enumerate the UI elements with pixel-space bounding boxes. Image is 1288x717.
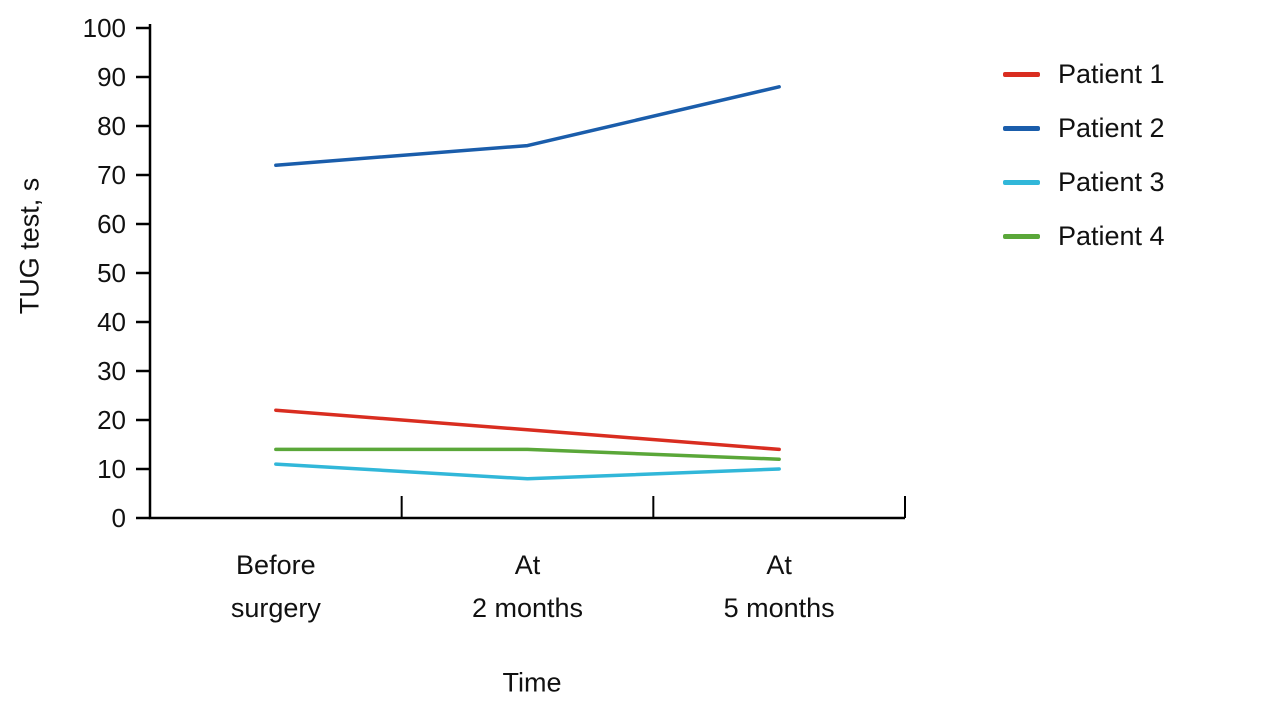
legend: Patient 1 Patient 2 Patient 3 Patient 4 bbox=[1003, 58, 1165, 252]
legend-item-patient-2: Patient 2 bbox=[1003, 112, 1165, 144]
y-axis-label: TUG test, s bbox=[14, 177, 45, 315]
x-category-label: At 5 months bbox=[724, 550, 835, 623]
y-tick-label: 10 bbox=[97, 454, 126, 484]
legend-swatch-patient-4 bbox=[1003, 233, 1040, 239]
legend-item-patient-3: Patient 3 bbox=[1003, 166, 1165, 198]
legend-label-patient-3: Patient 3 bbox=[1058, 166, 1165, 197]
legend-item-patient-4: Patient 4 bbox=[1003, 220, 1165, 252]
y-tick-label: 80 bbox=[97, 111, 126, 141]
series-line-patient-1 bbox=[274, 408, 781, 452]
axis-lines bbox=[148, 24, 905, 520]
legend-label-patient-2: Patient 2 bbox=[1058, 112, 1165, 143]
legend-item-patient-1: Patient 1 bbox=[1003, 58, 1165, 90]
y-tick-label: 60 bbox=[97, 209, 126, 239]
legend-label-patient-1: Patient 1 bbox=[1058, 58, 1165, 89]
series-line-patient-3 bbox=[274, 462, 781, 481]
x-category-label: At 2 months bbox=[472, 550, 583, 623]
y-tick-label: 40 bbox=[97, 307, 126, 337]
legend-swatch-patient-2 bbox=[1003, 125, 1040, 131]
series-line-patient-2 bbox=[274, 85, 781, 167]
legend-label-patient-4: Patient 4 bbox=[1058, 220, 1165, 251]
series-line-patient-4 bbox=[274, 447, 781, 461]
x-axis-label: Time bbox=[502, 667, 562, 698]
y-tick-label: 20 bbox=[97, 405, 126, 435]
y-tick-label: 0 bbox=[112, 503, 126, 533]
y-tick-label: 30 bbox=[97, 356, 126, 386]
legend-swatch-patient-1 bbox=[1003, 71, 1040, 77]
y-tick-label: 50 bbox=[97, 258, 126, 288]
y-tick-label: 70 bbox=[97, 160, 126, 190]
x-category-label: Before surgery bbox=[231, 550, 322, 623]
legend-swatch-patient-3 bbox=[1003, 179, 1040, 185]
y-tick-label: 90 bbox=[97, 62, 126, 92]
y-tick-label: 100 bbox=[83, 13, 126, 43]
